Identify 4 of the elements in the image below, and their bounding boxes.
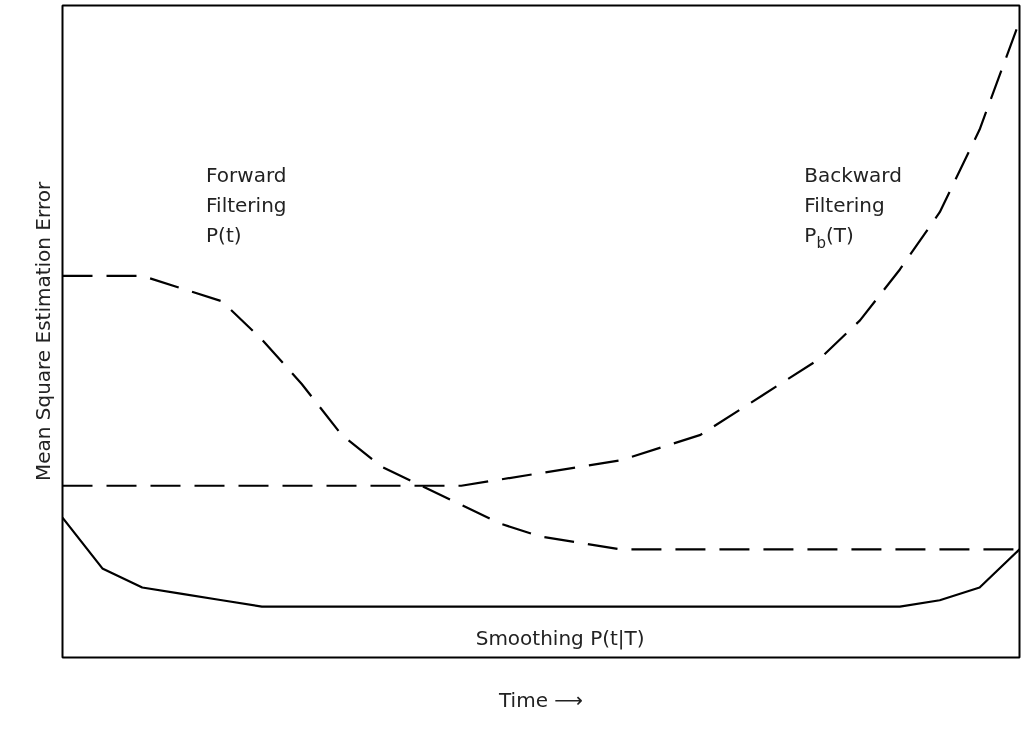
series-label: Smoothing P(t|T) (475, 625, 645, 650)
y-axis-title: Mean Square Estimation Error (30, 181, 55, 482)
text: Forward Filtering P(t) (206, 163, 287, 248)
x-axis-title: Time ⟶ (498, 687, 583, 712)
